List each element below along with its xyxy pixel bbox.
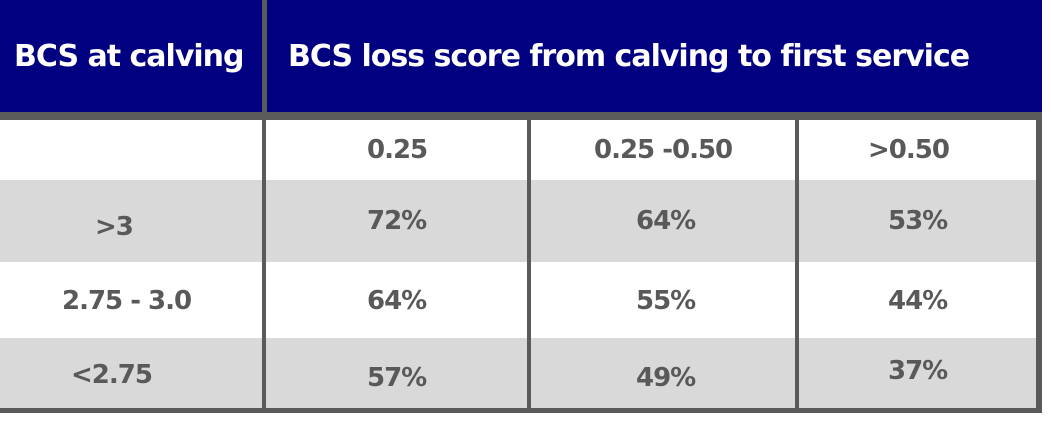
subheader-row bbox=[0, 120, 1042, 180]
header-divider bbox=[262, 0, 267, 112]
cell-value: 44% bbox=[888, 286, 948, 316]
header-bcs-loss-score: BCS loss score from calving to first ser… bbox=[288, 39, 970, 74]
header-bcs-at-calving: BCS at calving bbox=[14, 39, 245, 74]
table-row bbox=[0, 262, 1042, 338]
column-divider bbox=[795, 120, 799, 410]
header-separator bbox=[0, 112, 1042, 120]
loss-range-mid: 0.25 -0.50 bbox=[594, 135, 733, 165]
cell-value: 57% bbox=[367, 363, 427, 393]
bcs-table: BCS at calving BCS loss score from calvi… bbox=[0, 0, 1042, 413]
cell-value: 53% bbox=[888, 206, 948, 236]
table-row bbox=[0, 338, 1042, 408]
column-divider bbox=[262, 120, 266, 410]
cell-value: 55% bbox=[636, 286, 696, 316]
cell-value: 64% bbox=[367, 286, 427, 316]
cell-value: 64% bbox=[636, 206, 696, 236]
table-right-border bbox=[1036, 112, 1042, 413]
column-divider bbox=[527, 120, 531, 410]
row-label: <2.75 bbox=[71, 360, 153, 390]
table-header bbox=[0, 0, 1042, 112]
loss-range-high: >0.50 bbox=[868, 135, 950, 165]
cell-value: 49% bbox=[636, 363, 696, 393]
cell-value: 72% bbox=[367, 206, 427, 236]
table-bottom-border bbox=[0, 408, 1042, 413]
table-row bbox=[0, 180, 1042, 262]
cell-value: 37% bbox=[888, 356, 948, 386]
loss-range-low: 0.25 bbox=[367, 135, 428, 165]
row-label: >3 bbox=[95, 212, 134, 242]
row-label: 2.75 - 3.0 bbox=[62, 286, 192, 316]
